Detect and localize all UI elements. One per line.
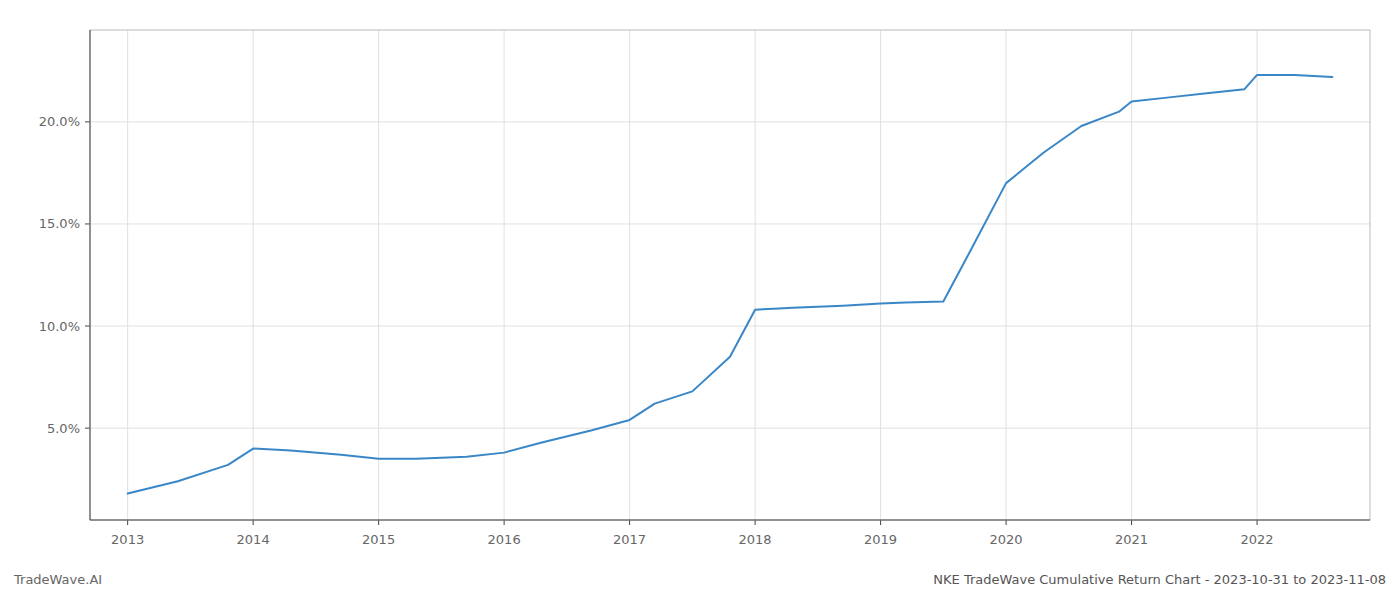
x-tick-label: 2022	[1241, 532, 1274, 547]
y-tick-label: 10.0%	[39, 319, 80, 334]
x-tick-label: 2013	[111, 532, 144, 547]
y-grid-line	[90, 223, 1370, 224]
x-tick-label: 2018	[739, 532, 772, 547]
x-tick-label: 2019	[864, 532, 897, 547]
return-line	[128, 75, 1333, 494]
x-tick-label: 2020	[990, 532, 1023, 547]
x-grid-line	[253, 30, 254, 520]
plot-frame	[90, 30, 1370, 520]
x-tick-label: 2015	[362, 532, 395, 547]
footer-text: TradeWave.AI	[13, 572, 102, 587]
x-grid-line	[378, 30, 379, 520]
y-axis-line	[90, 30, 91, 520]
y-tick-label: 20.0%	[39, 114, 80, 129]
x-tick-label: 2017	[613, 532, 646, 547]
x-tick-label: 2016	[488, 532, 521, 547]
data-area	[128, 75, 1333, 494]
x-grid-line	[629, 30, 630, 520]
x-axis-line	[90, 520, 1370, 521]
y-grid-line	[90, 326, 1370, 327]
chart-title: NKE TradeWave Cumulative Return Chart - …	[933, 572, 1386, 587]
x-tick	[629, 520, 630, 525]
x-tick	[1006, 520, 1007, 525]
chart: 2013 2014 2015 2016 2017 2018 2019 2020 2021 2022…	[0, 0, 1400, 600]
x-tick	[1257, 520, 1258, 525]
x-grid-line	[127, 30, 128, 520]
x-tick	[253, 520, 254, 525]
x-grid-line	[755, 30, 756, 520]
ticks: 2013 2014 2015 2016 2017 2018 2019 2020 2021 2022…	[39, 114, 1274, 547]
x-tick	[880, 520, 881, 525]
y-grid-line	[90, 121, 1370, 122]
grid	[90, 30, 1370, 520]
y-tick	[85, 121, 90, 122]
y-tick-label: 15.0%	[39, 216, 80, 231]
x-tick	[127, 520, 128, 525]
x-grid-line	[1257, 30, 1258, 520]
x-tick	[504, 520, 505, 525]
x-tick-label: 2014	[237, 532, 270, 547]
y-tick-label: 5.0%	[47, 421, 80, 436]
y-tick	[85, 223, 90, 224]
x-tick	[1131, 520, 1132, 525]
y-tick	[85, 428, 90, 429]
y-grid-line	[90, 428, 1370, 429]
y-tick	[85, 326, 90, 327]
page: {"chart_data": {"type": "line", "title":…	[0, 0, 1400, 600]
x-grid-line	[504, 30, 505, 520]
x-tick	[378, 520, 379, 525]
x-grid-line	[880, 30, 881, 520]
x-grid-line	[1006, 30, 1007, 520]
x-tick-label: 2021	[1115, 532, 1148, 547]
x-grid-line	[1131, 30, 1132, 520]
x-tick	[755, 520, 756, 525]
